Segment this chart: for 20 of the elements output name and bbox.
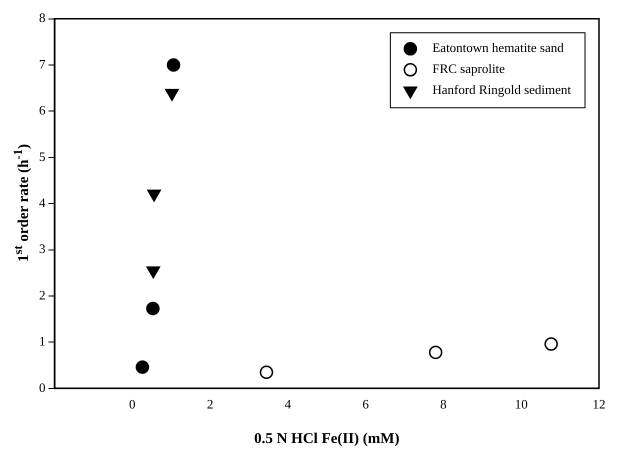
- x-tick-label: 12: [592, 396, 606, 412]
- legend-label: Hanford Ringold sediment: [432, 82, 572, 98]
- x-tick-label: 2: [206, 396, 214, 412]
- y-tick-label: 3: [39, 241, 46, 256]
- x-axis-title: 0.5 N HCl Fe(II) (mM): [254, 430, 400, 447]
- x-tick-label: 0: [129, 396, 136, 412]
- x-tick-label: 8: [440, 396, 447, 412]
- x-tick-label: 10: [514, 396, 528, 412]
- y-tick-label: 0: [39, 380, 46, 395]
- legend-label: Eatontown hematite sand: [432, 40, 564, 56]
- y-tick-label: 8: [39, 10, 46, 26]
- y-tick-label: 2: [39, 287, 46, 302]
- y-tick-label: 7: [39, 56, 46, 72]
- y-tick-label: 5: [39, 148, 46, 164]
- y-tick-label: 4: [39, 195, 46, 210]
- legend-label: FRC saprolite: [432, 61, 506, 76]
- x-tick-label: 4: [284, 396, 292, 412]
- x-tick-label: 6: [362, 396, 370, 412]
- y-tick-label: 6: [39, 102, 46, 118]
- y-tick-label: 1: [39, 334, 46, 349]
